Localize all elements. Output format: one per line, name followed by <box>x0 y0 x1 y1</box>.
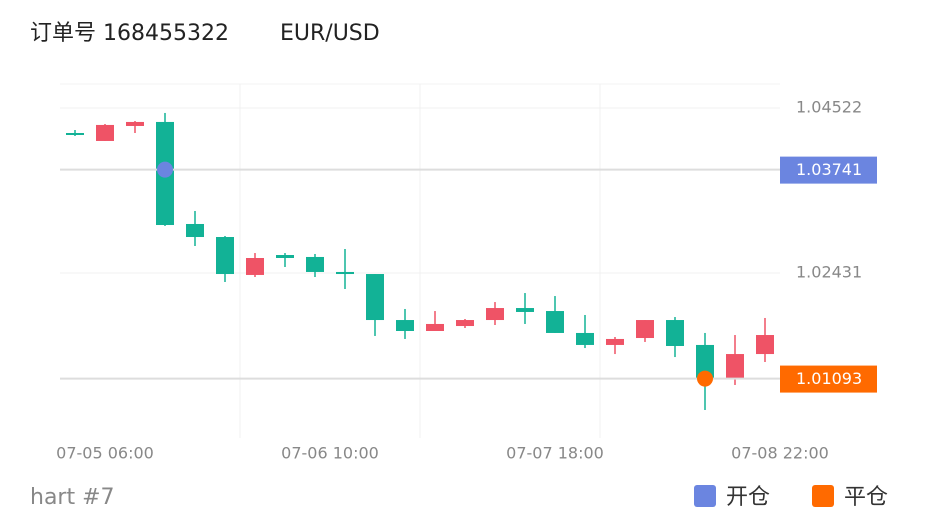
y-tick-label: 1.02431 <box>796 262 862 281</box>
trade-marker <box>157 161 173 178</box>
candle-body <box>636 320 654 339</box>
y-tick-label: 1.04522 <box>796 97 862 116</box>
candle-body <box>756 335 774 355</box>
candle-body <box>216 237 234 275</box>
candle-body <box>126 121 144 126</box>
price-label: 1.01093 <box>796 369 862 388</box>
symbol: EUR/USD <box>280 21 380 46</box>
price-label-box <box>780 156 877 184</box>
trade-marker <box>697 370 713 387</box>
candle-body <box>576 332 594 345</box>
candle-body <box>96 124 114 141</box>
legend-label: 开仓 <box>726 485 770 510</box>
candle-body <box>336 271 354 275</box>
candle-body <box>696 344 714 379</box>
x-tick-label: 07-08 22:00 <box>731 444 829 463</box>
candle-body <box>426 323 444 331</box>
candle-body <box>456 320 474 327</box>
candle-body <box>486 308 504 321</box>
candle-body <box>606 338 624 345</box>
candle-body <box>666 320 684 346</box>
price-label: 1.03741 <box>796 160 862 179</box>
legend-label: 平仓 <box>844 485 888 510</box>
candle-body <box>396 320 414 331</box>
candle-body <box>366 274 384 321</box>
candle-body <box>516 308 534 312</box>
candle-body <box>726 354 744 379</box>
legend-swatch <box>694 485 716 507</box>
candle-body <box>186 223 204 238</box>
order-title: 订单号 168455322 <box>30 21 229 46</box>
candle-body <box>306 256 324 272</box>
candle-body <box>66 133 84 136</box>
x-tick-label: 07-07 18:00 <box>506 444 604 463</box>
candle-body <box>276 255 294 259</box>
legend-swatch <box>812 485 834 507</box>
candle-body <box>546 311 564 333</box>
footer: hart #7 <box>30 485 115 510</box>
x-tick-label: 07-06 10:00 <box>281 444 379 463</box>
price-label-box <box>780 365 877 393</box>
candle-body <box>246 258 264 275</box>
x-tick-label: 07-05 06:00 <box>56 444 154 463</box>
